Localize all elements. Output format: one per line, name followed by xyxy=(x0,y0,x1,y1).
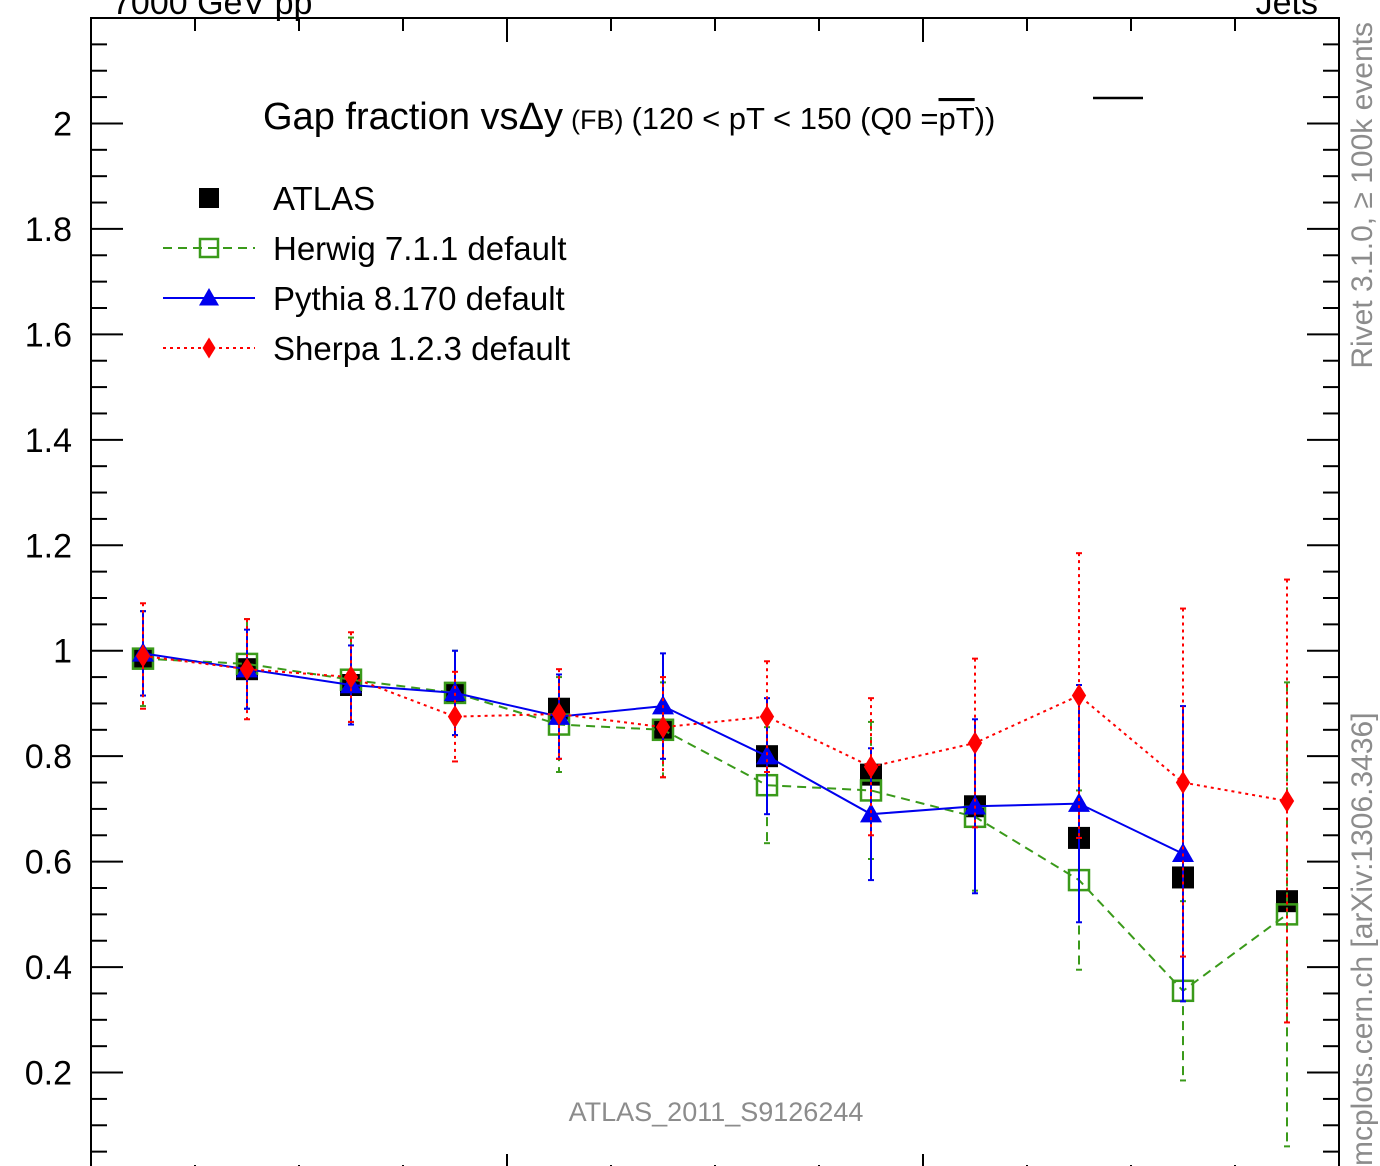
legend-label: ATLAS xyxy=(273,180,375,217)
data-point xyxy=(343,665,359,689)
y-tick-label: 0.2 xyxy=(25,1055,72,1093)
title-delta-y: Δy xyxy=(519,96,563,138)
data-point xyxy=(1279,789,1295,813)
series-3 xyxy=(135,552,1295,1024)
analysis-watermark: ATLAS_2011_S9126244 xyxy=(569,1097,864,1127)
title-fb: (FB) xyxy=(571,105,623,135)
header-left-label: 7000 GeV pp xyxy=(112,0,312,22)
series-line xyxy=(142,655,1288,802)
data-point xyxy=(135,644,151,668)
title-range-open: (120 < pT < 150 (Q0 = xyxy=(631,101,938,136)
legend-label: Herwig 7.1.1 default xyxy=(273,230,567,267)
data-point xyxy=(239,657,255,681)
mcplots-reference-label: mcplots.cern.ch [arXiv:1306.3436] xyxy=(1346,712,1379,1166)
chart-title: Gap fraction vsΔy (FB) (120 < pT < 150 (Q0… xyxy=(263,96,995,138)
y-tick-labels: 0.2 0.4 0.6 0.8 1 1.2 1.4 1.6 1.8 2 xyxy=(25,105,72,1092)
y-tick-label: 1.6 xyxy=(25,316,72,354)
series-2 xyxy=(132,610,1194,1003)
rivet-version-label: Rivet 3.1.0, ≥ 100k events xyxy=(1346,22,1379,369)
data-point xyxy=(447,705,463,729)
legend: ATLAS Herwig 7.1.1 default Pythia 8.170 de… xyxy=(163,180,570,367)
data-point xyxy=(967,731,983,755)
series-line xyxy=(142,657,1288,993)
y-tick-label: 1.8 xyxy=(25,211,72,249)
legend-label: Sherpa 1.2.3 default xyxy=(273,330,570,367)
data-point xyxy=(551,702,567,726)
legend-label: Pythia 8.170 default xyxy=(273,280,565,317)
y-tick-label: 2 xyxy=(53,105,72,143)
legend-marker xyxy=(199,288,219,306)
legend-marker xyxy=(199,188,219,208)
y-tick-label: 1.2 xyxy=(25,527,72,565)
data-point xyxy=(964,795,986,815)
data-point xyxy=(1071,683,1087,708)
series-0 xyxy=(132,647,1298,913)
title-main: Gap fraction vs xyxy=(263,96,519,138)
y-tick-label: 0.4 xyxy=(25,949,72,987)
y-tick-label: 1.4 xyxy=(25,422,72,460)
y-tick-label: 1 xyxy=(53,633,72,671)
title-range-close: )) xyxy=(975,101,996,136)
series-1 xyxy=(131,610,1299,1148)
header-right-label: Jets xyxy=(1256,0,1318,22)
y-tick-label: 0.6 xyxy=(25,844,72,882)
legend-marker xyxy=(202,337,216,359)
data-point xyxy=(759,705,775,729)
y-tick-label: 0.8 xyxy=(25,738,72,776)
data-point xyxy=(1172,842,1194,862)
data-point xyxy=(1175,770,1191,795)
data-point xyxy=(1068,792,1090,812)
data-point xyxy=(652,695,674,715)
data-point xyxy=(863,755,879,779)
axis-ticks xyxy=(90,17,1340,1166)
legend-marker xyxy=(198,237,220,259)
data-point xyxy=(444,681,466,702)
data-point xyxy=(655,715,671,739)
series-layer xyxy=(131,552,1299,1148)
title-q0: pT xyxy=(939,101,975,136)
